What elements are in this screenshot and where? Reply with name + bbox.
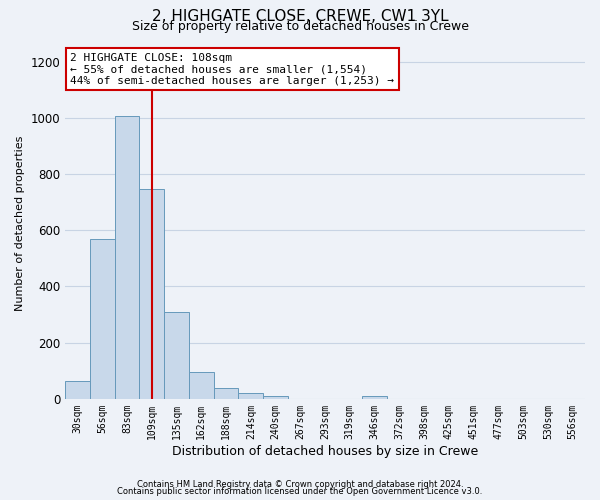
Text: Contains public sector information licensed under the Open Government Licence v3: Contains public sector information licen… xyxy=(118,487,482,496)
Bar xyxy=(362,396,387,399)
Text: Contains HM Land Registry data © Crown copyright and database right 2024.: Contains HM Land Registry data © Crown c… xyxy=(137,480,463,489)
Bar xyxy=(164,312,189,399)
Text: Size of property relative to detached houses in Crewe: Size of property relative to detached ho… xyxy=(131,20,469,33)
Text: 2 HIGHGATE CLOSE: 108sqm
← 55% of detached houses are smaller (1,554)
44% of sem: 2 HIGHGATE CLOSE: 108sqm ← 55% of detach… xyxy=(70,53,394,86)
Bar xyxy=(115,116,139,399)
X-axis label: Distribution of detached houses by size in Crewe: Distribution of detached houses by size … xyxy=(172,444,478,458)
Bar xyxy=(90,238,115,399)
Bar xyxy=(189,372,214,399)
Bar xyxy=(139,190,164,399)
Bar xyxy=(214,388,238,399)
Bar xyxy=(65,380,90,399)
Bar xyxy=(238,393,263,399)
Bar xyxy=(263,396,288,399)
Text: 2, HIGHGATE CLOSE, CREWE, CW1 3YL: 2, HIGHGATE CLOSE, CREWE, CW1 3YL xyxy=(152,9,448,24)
Y-axis label: Number of detached properties: Number of detached properties xyxy=(15,136,25,311)
